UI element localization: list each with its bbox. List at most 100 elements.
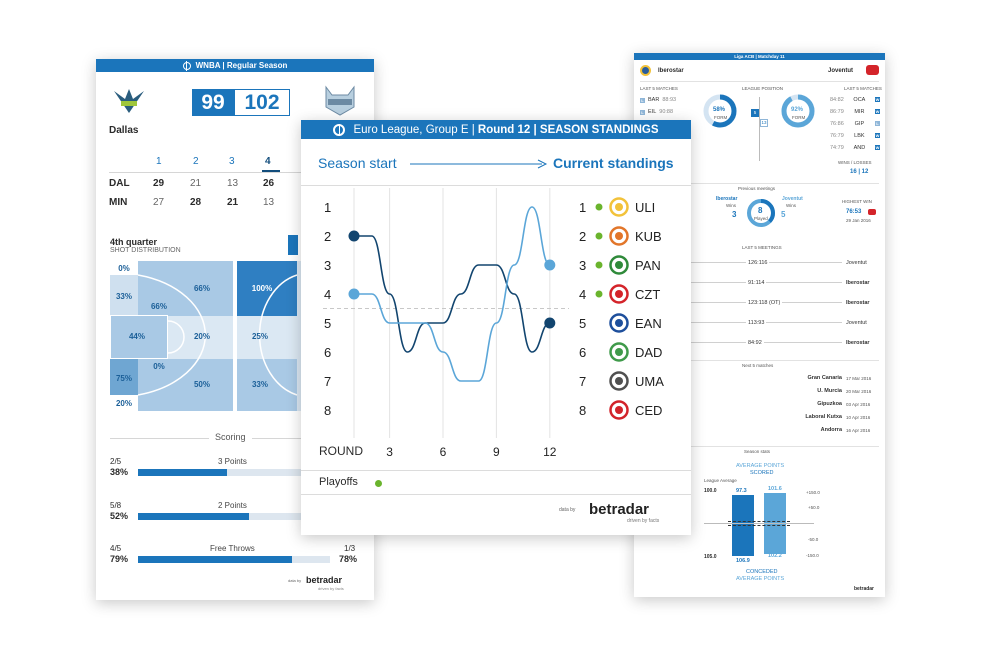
form-score: 86:79 [830, 109, 844, 115]
result-badge: L [875, 121, 880, 126]
next-date: 17 Mar 2016 [846, 376, 872, 381]
stat-pct-right: 78% [339, 554, 358, 564]
league-average-marker [728, 521, 790, 526]
season-start-label: Season start [318, 155, 397, 171]
meeting-score: 126:116 [746, 260, 770, 266]
current-standings-label: Current standings [553, 155, 674, 171]
wins-losses-value: 16 | 12 [850, 169, 869, 175]
away-conceded: 102.2 [768, 553, 782, 559]
form-row: 74:79 AND W [830, 145, 880, 151]
away-scored-bar [764, 493, 786, 523]
x-tick-label: 3 [386, 445, 393, 459]
rank-label-left: 2 [324, 229, 331, 244]
form-row: L BAR 88:93 [640, 97, 676, 103]
meeting-score: 91:114 [746, 280, 767, 286]
minnesota-lynx-logo-icon [325, 85, 355, 116]
season-stats-title: Season stats [744, 449, 771, 454]
result-badge: W [874, 145, 880, 150]
stat-pct: 38% [110, 467, 129, 477]
form-team: OCA [853, 97, 866, 103]
form-row: 76:79 LBK W [830, 133, 880, 139]
away-conceded-bar [764, 524, 786, 554]
next-opponent-right: Andorra [820, 427, 842, 433]
zone-label: 20% [115, 398, 132, 408]
zone-bg [110, 359, 138, 395]
series-start-point [348, 288, 360, 300]
scale-mid1: +50.0 [808, 505, 820, 510]
league-avg-bottom: 105.0 [704, 554, 717, 560]
previous-meetings-title: Previous meetings [738, 186, 776, 191]
series-line-2 [354, 206, 551, 382]
wins-losses-title: WINS / LOSSES [838, 160, 872, 165]
rank-label-left: 1 [324, 200, 331, 215]
form-team: GIP [854, 121, 865, 127]
result-badge: L [640, 97, 645, 103]
zone-label: 33% [115, 291, 132, 301]
stat-bar-fill [138, 469, 227, 476]
meeting-winner: Joventut [846, 260, 867, 266]
rank-label-right: 1 [579, 200, 586, 215]
next-opponent-right: Laboral Kutxa [805, 414, 842, 420]
form-ring-right [781, 94, 815, 128]
arrow-right-icon [410, 159, 548, 169]
result-badge: W [874, 109, 880, 114]
toggle-button[interactable] [288, 235, 298, 255]
betradar-logo: betradar [589, 501, 650, 518]
stat-bar-fill [138, 556, 292, 563]
euroleague-header: Euro League, Group E | Round 12 | SEASON… [301, 120, 691, 139]
playoffs-label: Playoffs [319, 476, 358, 488]
series-line-1 [353, 235, 551, 353]
next-date: 16 Apr 2016 [846, 428, 871, 433]
stat-label: 2 Points [218, 501, 247, 510]
acb-header: Liga ACB | Matchday 11 [634, 53, 885, 60]
tab-quarter-1[interactable]: 1 [156, 156, 162, 167]
row-team: MIN [109, 197, 128, 208]
next-opponent-right: U. Murcia [817, 388, 842, 394]
betradar-logo: betradar [854, 586, 875, 592]
playoffs-dot [375, 480, 382, 487]
form-team: MIR [854, 109, 865, 115]
rank-label-left: 8 [324, 403, 331, 418]
team-logo-icon [615, 377, 623, 385]
form-pct-left: 58% [713, 107, 726, 113]
next-matches-title: Next 5 matches [742, 363, 774, 368]
league-avg-top: 100.0 [704, 488, 717, 494]
away-score: 102 [234, 89, 290, 116]
form-score: 76:86 [830, 121, 844, 127]
divider [640, 81, 879, 82]
team-abbr: UMA [635, 374, 664, 389]
form-label-right: FORM [792, 115, 806, 120]
stat-bar-fill [138, 513, 249, 520]
league-position-title: LEAGUE POSITION [742, 86, 784, 91]
team-abbr: PAN [635, 258, 661, 273]
stat-bar [138, 513, 360, 520]
form-score: 84:82 [830, 97, 844, 103]
last5-right-title: LAST 5 MATCHES [844, 86, 882, 91]
standings-bump-chart: 1234567812345678ULIKUBPANCZTEANDADUMACED… [323, 188, 664, 459]
form-row: 76:86 GIP L [830, 121, 880, 127]
betradar-logo: betradar [306, 575, 343, 585]
zone-label: 0% [118, 263, 130, 273]
zone-bg [110, 275, 138, 315]
tab-quarter-2[interactable]: 2 [193, 156, 199, 167]
team-abbr: EAN [635, 316, 662, 331]
avg-scored-title: AVERAGE POINTS [736, 463, 785, 469]
scale-bot: -150.0 [806, 553, 819, 558]
stat-pct: 79% [110, 554, 129, 564]
divider [301, 185, 691, 186]
divider [759, 97, 760, 161]
row-score: 27 [153, 197, 165, 208]
form-label-left: FORM [714, 115, 728, 120]
active-tab-underline [262, 170, 280, 172]
meetings-ring [747, 199, 775, 227]
zone-label: 20% [193, 331, 210, 341]
header-prefix: Euro League, Group E | [353, 123, 478, 136]
form-score: 88:93 [662, 97, 677, 103]
tab-quarter-4[interactable]: 4 [265, 156, 271, 167]
row-score: 21 [190, 178, 202, 189]
away-team: Joventut [828, 68, 854, 74]
team-abbr: CZT [635, 287, 660, 302]
tab-quarter-3[interactable]: 3 [229, 156, 235, 167]
divider [640, 446, 879, 447]
highest-win-score: 76:53 [846, 209, 862, 215]
